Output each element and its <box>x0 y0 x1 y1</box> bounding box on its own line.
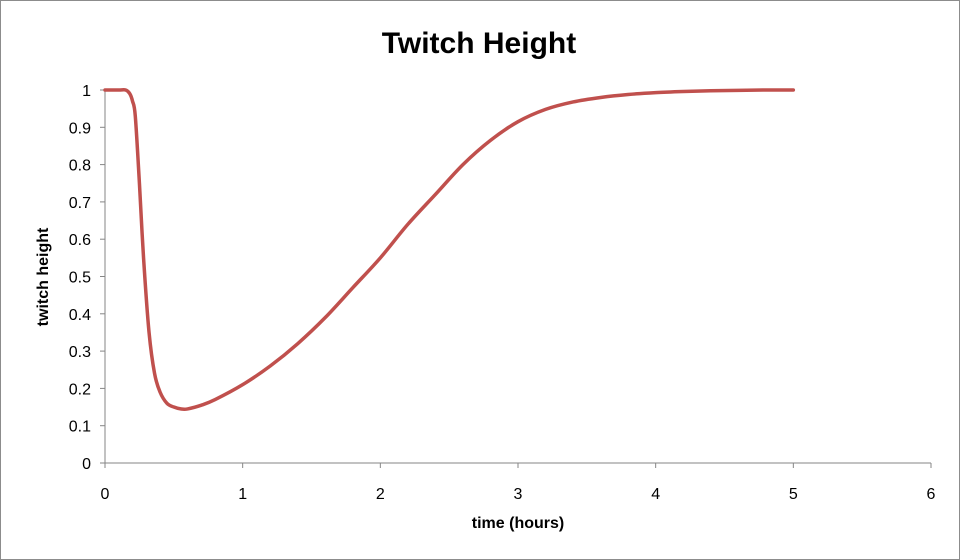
x-tick-label: 3 <box>514 486 523 503</box>
x-tick-label: 2 <box>376 486 385 503</box>
x-tick-label: 4 <box>651 486 660 503</box>
x-tick-label: 1 <box>238 486 247 503</box>
y-tick-label: 0.9 <box>69 120 91 137</box>
ticks: 0 0.1 0.2 0.3 0.4 0.5 0.6 0.7 0.8 0.9 1 0 1 2 3 4 5 6 <box>69 83 936 503</box>
y-tick-label: 0.7 <box>69 195 91 212</box>
y-tick-label: 0 <box>82 456 91 473</box>
x-tick-label: 0 <box>101 486 110 503</box>
x-tick-label: 5 <box>789 486 798 503</box>
x-tick-label: 6 <box>927 486 936 503</box>
y-tick-label: 0.3 <box>69 344 91 361</box>
y-tick-label: 0.2 <box>69 381 91 398</box>
y-axis-label: twitch height <box>35 227 52 326</box>
axes <box>104 90 931 464</box>
chart-title: Twitch Height <box>382 27 576 60</box>
y-tick-label: 0.1 <box>69 419 91 436</box>
series-line <box>103 87 796 412</box>
y-tick-label: 0.6 <box>69 232 91 249</box>
y-tick-label: 0.4 <box>69 307 91 324</box>
plot-area <box>103 87 796 412</box>
y-tick-label: 0.5 <box>69 270 91 287</box>
y-tick-label: 0.8 <box>69 158 91 175</box>
y-tick-label: 1 <box>82 83 91 100</box>
x-axis-label: time (hours) <box>472 515 564 532</box>
